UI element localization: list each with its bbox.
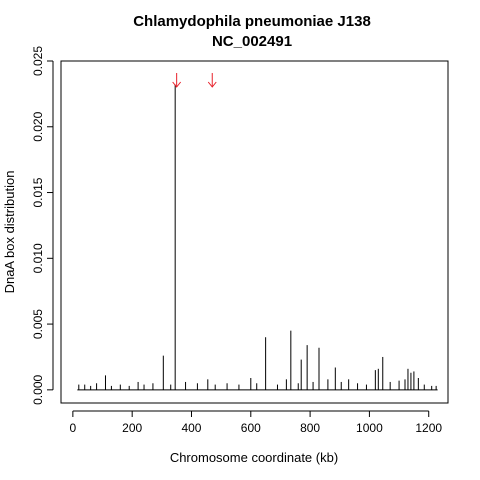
origin-arrow-head (172, 81, 182, 88)
origin-arrow-head (207, 81, 217, 88)
y-tick-label: 0.005 (31, 309, 45, 339)
markers (172, 73, 217, 88)
x-tick-label: 400 (181, 421, 201, 435)
y-tick-label: 0.025 (31, 46, 45, 76)
chart-title: Chlamydophila pneumoniae J138 (133, 13, 371, 30)
y-axis-label: DnaA box distribution (2, 171, 17, 294)
x-tick-label: 1000 (356, 421, 383, 435)
chart-subtitle: NC_002491 (212, 33, 292, 50)
y-tick-label: 0.015 (31, 177, 45, 207)
x-tick-label: 800 (300, 421, 320, 435)
x-tick-label: 0 (70, 421, 77, 435)
plot-frame (60, 60, 449, 404)
x-tick-label: 600 (241, 421, 261, 435)
y-axis: 0.000 0.005 0.010 0.015 0.020 0.025 (31, 46, 54, 405)
y-tick-label: 0.010 (31, 243, 45, 273)
x-axis: 0 200 400 600 800 1000 1200 (70, 410, 442, 435)
y-tick-label: 0.020 (31, 111, 45, 141)
x-tick-label: 1200 (415, 421, 442, 435)
x-tick-label: 200 (122, 421, 142, 435)
bars (77, 84, 438, 391)
x-axis-label: Chromosome coordinate (kb) (170, 450, 338, 465)
y-tick-label: 0.000 (31, 375, 45, 405)
